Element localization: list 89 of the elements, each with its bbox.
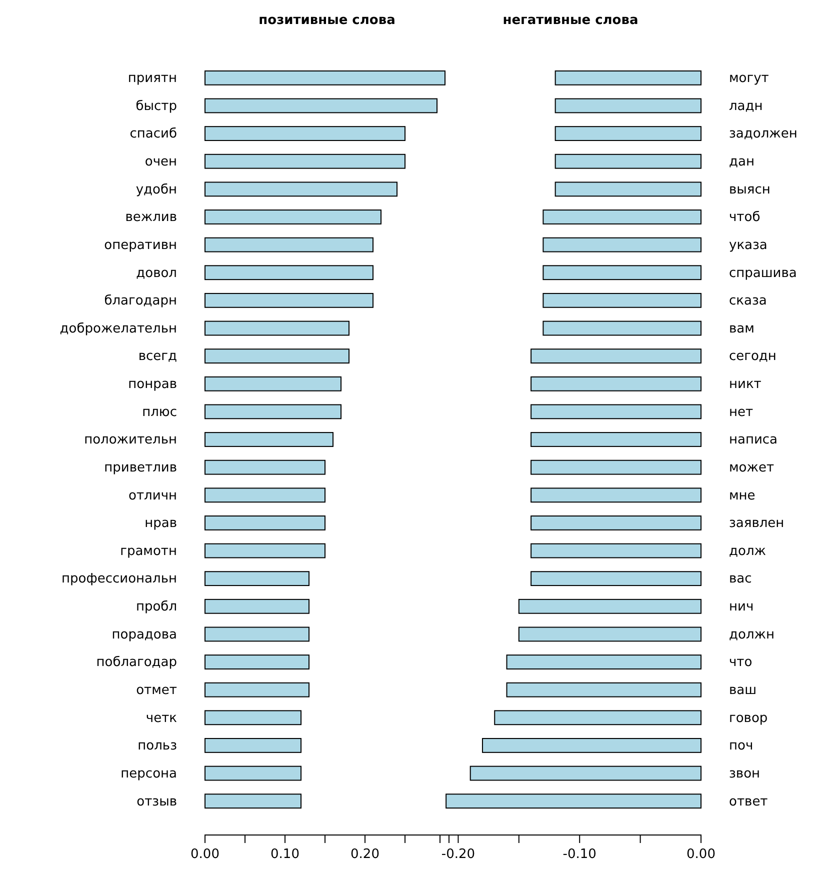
y-tick-label: вас — [729, 572, 752, 587]
bar — [204, 626, 310, 642]
y-tick-label: четк — [146, 710, 178, 726]
y-tick-label: порадова — [112, 627, 177, 642]
bar — [204, 320, 350, 336]
y-tick-label: очен — [144, 154, 177, 170]
bar — [204, 70, 446, 86]
bar — [204, 404, 342, 420]
bar — [204, 543, 326, 558]
y-tick-label: должн — [729, 627, 774, 642]
y-tick-label: всегд — [138, 349, 177, 364]
y-tick-label: отличн — [128, 488, 177, 504]
bar — [204, 682, 310, 698]
chart-title: негативные слова — [502, 13, 638, 28]
y-tick-label: благодарн — [104, 294, 177, 309]
bar — [204, 794, 302, 809]
y-tick-label: сегодн — [729, 349, 776, 364]
y-tick-label: нрав — [144, 516, 177, 532]
x-tick-label: 0.00 — [686, 847, 716, 862]
x-tick-label: -0.10 — [562, 847, 596, 862]
y-tick-label: ваш — [729, 682, 757, 698]
y-tick-label: отзыв — [136, 794, 177, 810]
y-tick-label: пробл — [136, 600, 177, 615]
y-tick-label: звон — [729, 766, 760, 782]
y-tick-label: долж — [729, 544, 766, 559]
bar — [204, 598, 310, 614]
y-tick-label: удобн — [136, 182, 177, 198]
y-tick-label: заявлен — [729, 516, 784, 532]
y-tick-label: мне — [729, 488, 756, 504]
y-tick-label: персона — [120, 766, 177, 782]
y-tick-label: плюс — [142, 404, 177, 420]
y-tick-label: вежлив — [125, 210, 177, 226]
y-tick-label: задолжен — [729, 126, 798, 142]
y-tick-label: нет — [729, 404, 754, 420]
bar — [204, 488, 326, 503]
y-tick-label: быстр — [136, 98, 177, 114]
bar — [204, 210, 382, 224]
y-tick-label: говор — [729, 710, 768, 726]
bar — [204, 182, 398, 197]
bar — [204, 432, 334, 447]
bar — [204, 654, 310, 670]
y-tick-label: приветлив — [104, 460, 177, 476]
chart-title: позитивные слова — [258, 13, 396, 28]
y-tick-label: приятн — [128, 71, 177, 86]
y-tick-label: понрав — [128, 377, 177, 392]
y-tick-label: оперативн — [104, 238, 177, 253]
y-tick-label: ответ — [729, 794, 768, 810]
x-tick-label: 0.00 — [190, 847, 220, 862]
y-tick-label: отмет — [136, 682, 178, 698]
bar — [204, 571, 310, 586]
y-tick-label: нич — [729, 600, 754, 615]
y-tick-label: могут — [729, 71, 770, 86]
y-tick-label: спасиб — [130, 126, 177, 142]
y-tick-label: может — [729, 460, 774, 476]
bar — [204, 126, 406, 141]
y-tick-label: вам — [729, 321, 754, 336]
y-tick-label: дан — [729, 154, 754, 170]
x-tick-label: -0.20 — [441, 847, 476, 862]
bar — [204, 98, 438, 114]
y-tick-label: выясн — [729, 182, 770, 198]
x-tick-label: 0.20 — [350, 847, 380, 862]
bar — [204, 292, 374, 308]
y-tick-label: профессиональн — [62, 572, 177, 587]
y-tick-label: что — [729, 655, 752, 670]
bar — [204, 460, 326, 475]
y-tick-label: никт — [729, 377, 762, 392]
y-tick-label: сказа — [729, 294, 767, 309]
y-tick-label: поблагодар — [96, 655, 177, 670]
bar — [204, 237, 374, 252]
y-tick-label: указа — [729, 238, 768, 253]
bar — [204, 738, 302, 753]
y-tick-label: ладн — [729, 98, 763, 114]
y-tick-label: довол — [136, 266, 177, 281]
y-tick-label: польз — [138, 738, 178, 754]
bar — [204, 766, 302, 781]
y-tick-label: положительн — [84, 432, 177, 448]
bar — [204, 710, 302, 726]
y-tick-label: чтоб — [729, 210, 760, 226]
y-tick-label: поч — [729, 738, 754, 754]
bar — [204, 154, 406, 169]
y-tick-label: грамотн — [120, 544, 177, 559]
bar — [204, 265, 374, 280]
y-tick-label: доброжелательн — [60, 321, 177, 336]
y-tick-label: спрашива — [729, 266, 797, 281]
x-tick-label: 0.10 — [270, 847, 300, 862]
bar — [204, 348, 350, 364]
bar — [204, 376, 342, 392]
y-tick-label: написа — [729, 432, 778, 448]
bar — [204, 515, 326, 530]
